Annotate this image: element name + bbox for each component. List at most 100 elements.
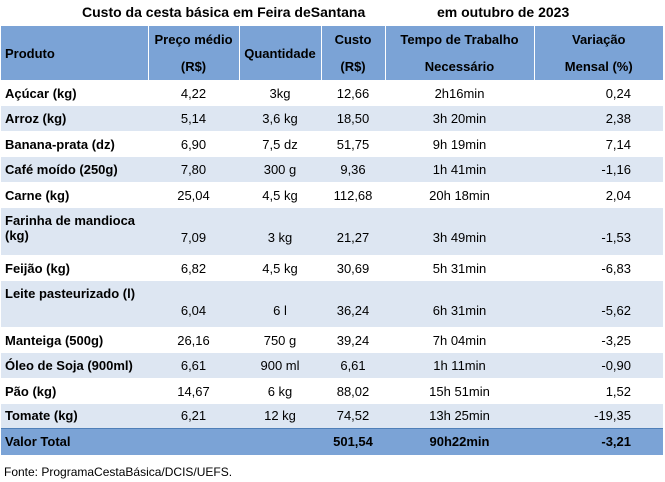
cell-tempo: 1h 11min bbox=[385, 353, 534, 378]
cell-preco: 6,82 bbox=[148, 255, 239, 281]
header-preco: Preço médio (R$) bbox=[148, 26, 240, 80]
table-row: Feijão (kg) 6,82 4,5 kg 30,69 5h 31min -6,83 bbox=[1, 255, 663, 281]
cell-quantidade: 3 kg bbox=[239, 208, 321, 255]
cell-tempo: 5h 31min bbox=[385, 255, 534, 281]
cell-quantidade: 900 ml bbox=[239, 353, 321, 378]
cell-produto: Manteiga (500g) bbox=[1, 327, 148, 353]
cell-tempo: 6h 31min bbox=[385, 281, 534, 327]
cell-produto: Pão (kg) bbox=[1, 378, 148, 404]
cell-tempo: 15h 51min bbox=[385, 378, 534, 404]
cell-tempo: 20h 18min bbox=[385, 182, 534, 208]
header-row: Produto Preço médio (R$) Quantidade Cust… bbox=[1, 26, 663, 80]
table-row: Pão (kg) 14,67 6 kg 88,02 15h 51min 1,52 bbox=[1, 378, 663, 404]
table-row: Arroz (kg) 5,14 3,6 kg 18,50 3h 20min 2,38 bbox=[1, 106, 663, 131]
total-label: Valor Total bbox=[1, 427, 148, 455]
cell-custo: 88,02 bbox=[321, 378, 385, 404]
basket-cost-table: Produto Preço médio (R$) Quantidade Cust… bbox=[1, 26, 663, 455]
table-row: Café moído (250g) 7,80 300 g 9,36 1h 41min -1… bbox=[1, 157, 663, 182]
cell-custo: 12,66 bbox=[321, 80, 385, 106]
cell-produto: Feijão (kg) bbox=[1, 255, 148, 281]
table-row: Manteiga (500g) 26,16 750 g 39,24 7h 04min -3… bbox=[1, 327, 663, 353]
header-tempo-line2: Necessário bbox=[424, 59, 495, 74]
total-variacao: -3,21 bbox=[534, 427, 663, 455]
total-quantidade-empty bbox=[239, 427, 321, 455]
header-custo-line2: (R$) bbox=[340, 59, 366, 74]
cell-preco: 14,67 bbox=[148, 378, 239, 404]
cell-preco: 5,14 bbox=[148, 106, 239, 131]
cell-produto: Arroz (kg) bbox=[1, 106, 148, 131]
header-quantidade: Quantidade bbox=[239, 26, 322, 80]
cell-preco: 25,04 bbox=[148, 182, 239, 208]
cell-custo: 30,69 bbox=[321, 255, 385, 281]
cell-variacao: 2,38 bbox=[534, 106, 663, 131]
cell-variacao: -0,90 bbox=[534, 353, 663, 378]
title-period: em outubro de 2023 bbox=[437, 4, 570, 20]
cell-produto: Tomate (kg) bbox=[1, 404, 148, 428]
cell-preco: 7,09 bbox=[148, 208, 239, 255]
cell-variacao: -3,25 bbox=[534, 327, 663, 353]
header-produto-label: Produto bbox=[5, 45, 55, 61]
cell-produto: Café moído (250g) bbox=[1, 157, 148, 182]
cell-custo: 6,61 bbox=[321, 353, 385, 378]
table-row: Tomate (kg) 6,21 12 kg 74,52 13h 25min -19,35 bbox=[1, 404, 663, 428]
table-row: Banana-prata (dz) 6,90 7,5 dz 51,75 9h 19min… bbox=[1, 131, 663, 157]
total-row: Valor Total 501,54 90h22min -3,21 bbox=[1, 427, 663, 455]
cell-custo: 112,68 bbox=[321, 182, 385, 208]
cell-tempo: 7h 04min bbox=[385, 327, 534, 353]
cell-quantidade: 4,5 kg bbox=[239, 255, 321, 281]
cell-preco: 6,21 bbox=[148, 404, 239, 428]
cell-produto: Óleo de Soja (900ml) bbox=[1, 353, 148, 378]
cell-quantidade: 12 kg bbox=[239, 404, 321, 428]
cell-variacao: 0,24 bbox=[534, 80, 663, 106]
cell-variacao: -1,16 bbox=[534, 157, 663, 182]
source-footnote: Fonte: ProgramaCestaBásica/DCIS/UEFS. bbox=[4, 465, 233, 479]
cell-preco: 6,61 bbox=[148, 353, 239, 378]
header-quantidade-label: Quantidade bbox=[244, 45, 316, 61]
cell-tempo: 9h 19min bbox=[385, 131, 534, 157]
total-custo: 501,54 bbox=[321, 427, 385, 455]
cell-quantidade: 6 l bbox=[239, 281, 321, 327]
cell-quantidade: 6 kg bbox=[239, 378, 321, 404]
cell-variacao: 1,52 bbox=[534, 378, 663, 404]
cell-variacao: -6,83 bbox=[534, 255, 663, 281]
cell-quantidade: 7,5 dz bbox=[239, 131, 321, 157]
cell-tempo: 3h 49min bbox=[385, 208, 534, 255]
table-row: Carne (kg) 25,04 4,5 kg 112,68 20h 18min 2,04 bbox=[1, 182, 663, 208]
cell-variacao: -5,62 bbox=[534, 281, 663, 327]
cell-quantidade: 750 g bbox=[239, 327, 321, 353]
cell-custo: 36,24 bbox=[321, 281, 385, 327]
cell-tempo: 2h16min bbox=[385, 80, 534, 106]
header-variacao-line2: Mensal (%) bbox=[564, 59, 633, 74]
cell-variacao: 7,14 bbox=[534, 131, 663, 157]
cell-custo: 9,36 bbox=[321, 157, 385, 182]
header-produto: Produto bbox=[1, 26, 149, 80]
table-row: Óleo de Soja (900ml) 6,61 900 ml 6,61 1h 11m… bbox=[1, 353, 663, 378]
header-variacao: Variação Mensal (%) bbox=[534, 26, 663, 80]
header-variacao-line1: Variação bbox=[572, 32, 626, 47]
cell-produto: Leite pasteurizado (l) bbox=[1, 281, 148, 327]
table-row: Leite pasteurizado (l) 6,04 6 l 36,24 6h 31m… bbox=[1, 281, 663, 327]
cell-quantidade: 300 g bbox=[239, 157, 321, 182]
table-title: Custo da cesta básica em Feira deSantana… bbox=[0, 3, 665, 23]
total-preco-empty bbox=[148, 427, 239, 455]
cell-variacao: -1,53 bbox=[534, 208, 663, 255]
header-tempo-line1: Tempo de Trabalho bbox=[400, 32, 519, 47]
header-preco-line1: Preço médio bbox=[154, 32, 233, 47]
header-tempo: Tempo de Trabalho Necessário bbox=[385, 26, 535, 80]
table-row: Farinha de mandioca (kg) 7,09 3 kg 21,27 3h … bbox=[1, 208, 663, 255]
cell-quantidade: 3,6 kg bbox=[239, 106, 321, 131]
cell-produto: Banana-prata (dz) bbox=[1, 131, 148, 157]
cell-tempo: 3h 20min bbox=[385, 106, 534, 131]
cell-preco: 4,22 bbox=[148, 80, 239, 106]
total-tempo: 90h22min bbox=[385, 427, 534, 455]
cell-tempo: 13h 25min bbox=[385, 404, 534, 428]
cell-variacao: 2,04 bbox=[534, 182, 663, 208]
cell-preco: 26,16 bbox=[148, 327, 239, 353]
cell-custo: 74,52 bbox=[321, 404, 385, 428]
cell-produto: Açúcar (kg) bbox=[1, 80, 148, 106]
cell-variacao: -19,35 bbox=[534, 404, 663, 428]
cell-produto: Carne (kg) bbox=[1, 182, 148, 208]
cell-preco: 6,90 bbox=[148, 131, 239, 157]
title-main: Custo da cesta básica em Feira deSantana bbox=[82, 4, 366, 20]
cell-preco: 6,04 bbox=[148, 281, 239, 327]
